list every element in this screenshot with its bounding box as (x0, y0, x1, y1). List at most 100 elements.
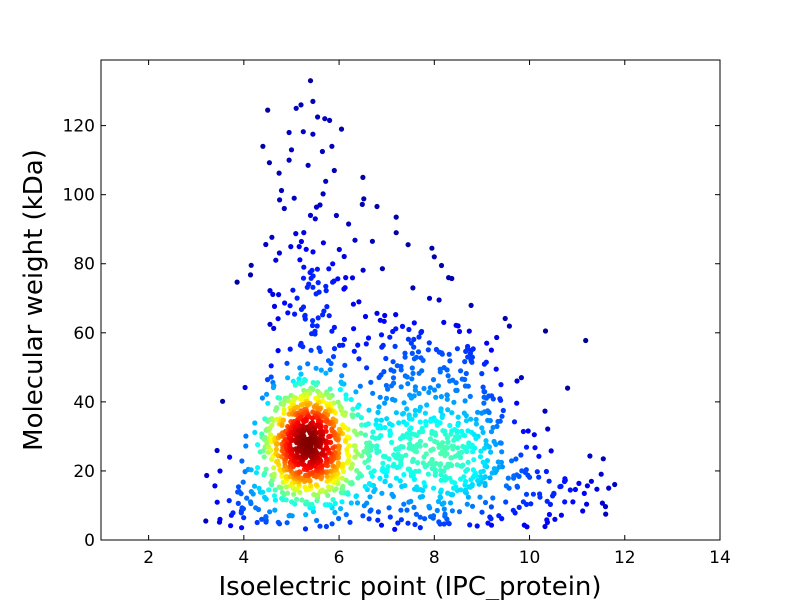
scatter-point (263, 466, 269, 472)
scatter-point (594, 486, 600, 492)
scatter-point (444, 367, 450, 373)
scatter-point (391, 368, 397, 374)
scatter-point (484, 340, 490, 346)
scatter-point (369, 434, 376, 440)
x-tick-label: 6 (334, 548, 345, 568)
scatter-point (494, 334, 500, 341)
scatter-point (506, 323, 512, 329)
scatter-point (429, 456, 435, 463)
scatter-point (260, 143, 266, 149)
scatter-point (314, 517, 320, 524)
scatter-point (449, 508, 455, 514)
scatter-point (300, 275, 307, 281)
scatter-point (313, 204, 320, 210)
scatter-point (375, 517, 381, 523)
scatter-point (389, 439, 395, 445)
y-tick-label: 120 (63, 117, 95, 137)
scatter-point (451, 437, 457, 443)
scatter-point (308, 275, 314, 281)
scatter-point (303, 511, 309, 518)
scatter-point (408, 498, 414, 504)
scatter-point (478, 448, 484, 454)
scatter-point (511, 419, 518, 425)
scatter-point (297, 257, 303, 263)
scatter-point (431, 254, 437, 260)
scatter-point (409, 350, 415, 356)
scatter-point (516, 504, 522, 510)
scatter-point (416, 334, 422, 340)
scatter-point (366, 407, 372, 413)
scatter-point (503, 483, 509, 489)
scatter-point (285, 310, 291, 316)
scatter-point (298, 371, 304, 377)
scatter-point (374, 310, 380, 316)
scatter-point (304, 499, 310, 505)
scatter-point (548, 448, 554, 454)
scatter-point (307, 212, 314, 218)
scatter-point (317, 523, 323, 529)
scatter-point (332, 500, 338, 506)
scatter-point (416, 407, 422, 414)
scatter-point (422, 442, 429, 448)
scatter-point (469, 359, 475, 365)
scatter-point (273, 407, 279, 413)
scatter-point (318, 451, 324, 457)
scatter-point (333, 486, 339, 492)
scatter-point (489, 470, 495, 476)
scatter-point (281, 410, 287, 416)
scatter-point (367, 494, 373, 500)
scatter-point (357, 383, 363, 389)
scatter-point (300, 344, 306, 350)
scatter-point (391, 461, 397, 467)
scatter-point (403, 452, 409, 458)
scatter-point (301, 264, 307, 270)
scatter-point (478, 469, 484, 475)
scatter-point (294, 295, 300, 301)
scatter-point (466, 328, 472, 334)
scatter-point (341, 286, 347, 292)
scatter-point (279, 489, 285, 496)
scatter-point (561, 478, 568, 485)
scatter-point (354, 500, 361, 506)
scatter-point (602, 504, 609, 510)
scatter-point (428, 418, 434, 424)
scatter-point (346, 221, 352, 227)
scatter-point (323, 424, 329, 430)
scatter-point (514, 400, 520, 406)
scatter-point (302, 312, 308, 318)
scatter-point (499, 413, 505, 419)
scatter-point (404, 507, 410, 513)
scatter-point (405, 381, 411, 387)
scatter-point (304, 394, 310, 400)
scatter-point (330, 261, 336, 267)
scatter-point (509, 458, 515, 464)
scatter-point (330, 445, 336, 451)
scatter-point (341, 253, 347, 260)
scatter-point (502, 315, 508, 322)
scatter-point (299, 497, 305, 503)
scatter-point (395, 451, 401, 457)
scatter-point (267, 509, 273, 515)
scatter-point (401, 472, 407, 478)
scatter-point (458, 463, 464, 469)
scatter-point (239, 525, 245, 531)
scatter-point (520, 499, 527, 505)
scatter-point (381, 369, 387, 375)
scatter-point (462, 487, 468, 493)
scatter-point (300, 129, 306, 135)
scatter-point (455, 414, 461, 420)
scatter-point (305, 361, 311, 367)
scatter-point (413, 511, 419, 517)
scatter-point (264, 391, 270, 397)
scatter-point (318, 367, 324, 373)
scatter-point (403, 421, 409, 428)
scatter-point (276, 250, 282, 256)
scatter-point (490, 424, 496, 431)
scatter-point (498, 382, 504, 388)
scatter-point (347, 519, 353, 525)
scatter-point (362, 483, 368, 490)
scatter-point (542, 408, 548, 414)
scatter-point (204, 472, 210, 479)
scatter-point (382, 400, 388, 406)
scatter-point (393, 410, 399, 416)
